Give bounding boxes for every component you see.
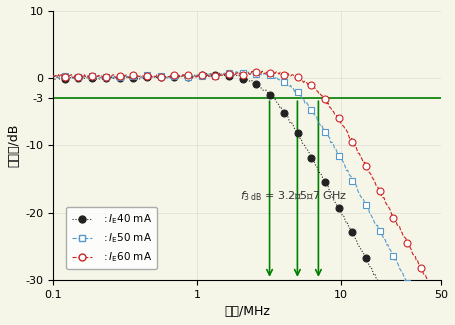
Y-axis label: 光响应/dB: 光响应/dB: [7, 124, 20, 167]
X-axis label: 频率/MHz: 频率/MHz: [224, 305, 270, 318]
Legend: $:I_{\mathrm{E}}$40 mA, $:I_{\mathrm{E}}$50 mA, $:I_{\mathrm{E}}$60 mA: $:I_{\mathrm{E}}$40 mA, $:I_{\mathrm{E}}…: [66, 207, 157, 269]
Text: $f_{\mathrm{3\,dB}}$ = 3.2、5、7 GHz: $f_{\mathrm{3\,dB}}$ = 3.2、5、7 GHz: [240, 189, 347, 203]
